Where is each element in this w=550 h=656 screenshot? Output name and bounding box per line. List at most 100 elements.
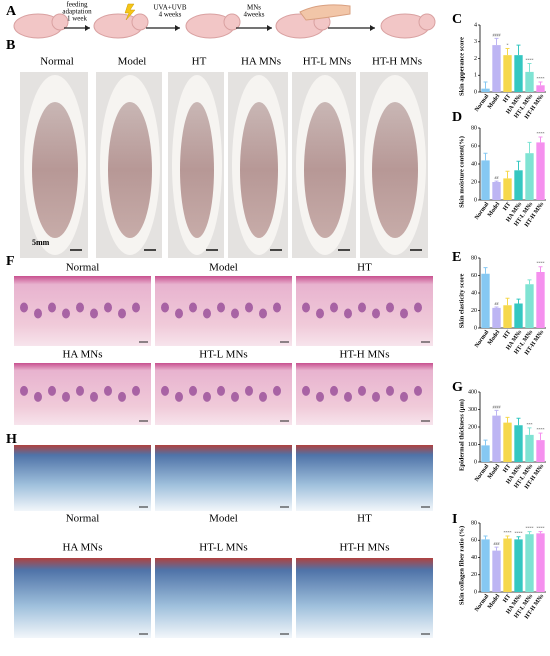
- y-tick-label: 40: [471, 555, 477, 561]
- y-tick-label: 20: [471, 179, 477, 185]
- error-bar: [494, 37, 499, 46]
- follicle: [118, 391, 126, 402]
- panel-label: A: [6, 4, 17, 19]
- error-bar: [494, 409, 499, 416]
- error-bar: [527, 531, 532, 535]
- follicle: [48, 385, 56, 396]
- bar: [514, 425, 523, 462]
- bar: [503, 538, 512, 592]
- panel-label: B: [6, 38, 15, 53]
- y-tick-label: 0: [474, 197, 477, 203]
- panel-label: I: [452, 512, 457, 527]
- step-label: adaptation: [62, 8, 92, 16]
- follicle: [231, 391, 239, 402]
- bar: [536, 533, 545, 592]
- histology-image: [296, 445, 433, 511]
- follicle: [344, 391, 352, 402]
- follicle: [217, 385, 225, 396]
- y-tick-label: 0: [474, 89, 477, 95]
- follicle: [104, 302, 112, 313]
- error-bar: [494, 306, 499, 308]
- y-tick-label: 80: [471, 520, 477, 526]
- x-tick-label: Normal: [474, 463, 490, 483]
- follicle: [400, 308, 408, 319]
- arrow-head: [85, 25, 90, 31]
- bar: [481, 273, 490, 328]
- significance-label: ****: [526, 57, 534, 62]
- follicle: [273, 302, 281, 313]
- bar: [514, 303, 523, 328]
- y-tick-label: 80: [471, 255, 477, 261]
- y-tick-label: 60: [471, 273, 477, 279]
- error-bar: [516, 417, 521, 426]
- follicle: [330, 302, 338, 313]
- mouse-head: [418, 13, 436, 31]
- group-label: Model: [209, 513, 238, 525]
- follicle: [302, 385, 310, 396]
- y-tick-label: 200: [468, 424, 477, 430]
- y-tick-label: 1: [474, 73, 477, 79]
- arrow-head: [267, 25, 272, 31]
- bar: [536, 142, 545, 200]
- error-bar: [483, 535, 488, 540]
- significance-label: ****: [537, 76, 545, 81]
- follicle: [161, 302, 169, 313]
- group-label: HT-L MNs: [199, 349, 247, 361]
- follicle: [118, 308, 126, 319]
- skin-area: [32, 102, 78, 238]
- x-tick-label: Model: [487, 593, 501, 610]
- error-bar: [538, 136, 543, 143]
- group-label: HT: [192, 56, 207, 68]
- panel-label: H: [6, 432, 17, 447]
- y-axis-label: Skin elasticity score: [458, 274, 465, 329]
- group-label: HT-L MNs: [199, 542, 247, 554]
- bar: [492, 307, 501, 328]
- error-bar: [483, 439, 488, 446]
- step-label: 4weeks: [244, 11, 265, 19]
- skin-area: [108, 102, 152, 238]
- follicle: [90, 308, 98, 319]
- follicle: [175, 308, 183, 319]
- x-tick-label: Normal: [474, 329, 490, 349]
- bar: [514, 539, 523, 592]
- x-tick-label: HT: [502, 93, 512, 104]
- x-tick-label: HT: [502, 329, 512, 340]
- bar: [536, 440, 545, 462]
- error-bar: [538, 531, 543, 534]
- follicle: [414, 385, 422, 396]
- y-tick-label: 60: [471, 143, 477, 149]
- error-bar: [516, 44, 521, 56]
- y-axis-label: Skin collagen fiber ratio (%): [458, 526, 465, 605]
- x-tick-label: Model: [487, 93, 501, 110]
- follicle: [358, 385, 366, 396]
- follicle: [76, 302, 84, 313]
- x-tick-label: Normal: [474, 201, 490, 221]
- bar: [525, 71, 534, 92]
- follicle: [203, 391, 211, 402]
- bar: [525, 284, 534, 328]
- significance-label: ****: [537, 526, 545, 531]
- y-tick-label: 0: [474, 589, 477, 595]
- follicle: [259, 308, 267, 319]
- follicle: [189, 302, 197, 313]
- error-bar: [527, 427, 532, 435]
- bar: [481, 88, 490, 92]
- bar: [503, 55, 512, 92]
- error-bar: [527, 279, 532, 285]
- error-bar: [527, 141, 532, 154]
- step-label: UVA+UVB: [154, 4, 187, 12]
- bar: [492, 182, 501, 200]
- panel-label: E: [452, 250, 461, 265]
- mouse-head: [131, 13, 149, 31]
- group-label: HA MNs: [241, 56, 281, 68]
- bar: [481, 445, 490, 462]
- y-tick-label: 40: [471, 290, 477, 296]
- group-label: HA MNs: [62, 349, 102, 361]
- bar: [481, 160, 490, 200]
- significance-label: ****: [537, 261, 545, 266]
- skin-area: [372, 102, 418, 238]
- group-label: HT-H MNs: [339, 542, 389, 554]
- significance-label: ***: [527, 422, 533, 427]
- significance-label: ****: [526, 526, 534, 531]
- x-tick-label: Model: [487, 201, 501, 218]
